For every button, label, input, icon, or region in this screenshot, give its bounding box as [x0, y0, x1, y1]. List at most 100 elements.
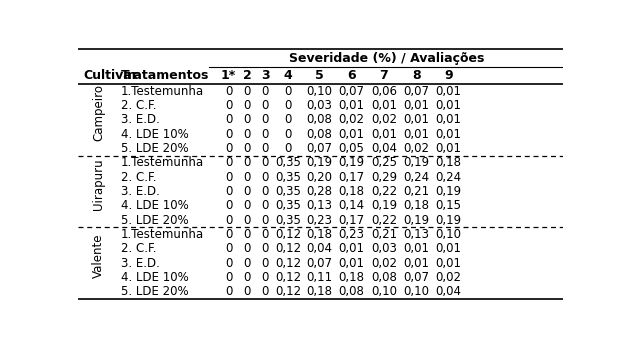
Text: 0,10: 0,10: [371, 285, 397, 298]
Text: 0,13: 0,13: [306, 199, 332, 212]
Text: 0: 0: [225, 142, 232, 155]
Text: 2. C.F.: 2. C.F.: [121, 243, 156, 255]
Text: 0,01: 0,01: [403, 257, 429, 270]
Text: 1.Testemunha: 1.Testemunha: [121, 156, 204, 169]
Text: 0: 0: [225, 271, 232, 284]
Text: 0: 0: [225, 199, 232, 212]
Text: 0,35: 0,35: [275, 171, 300, 184]
Text: 9: 9: [444, 69, 453, 82]
Text: 0: 0: [225, 113, 232, 126]
Text: 7: 7: [379, 69, 388, 82]
Text: 0,01: 0,01: [436, 257, 461, 270]
Text: 2. C.F.: 2. C.F.: [121, 99, 156, 112]
Text: 0: 0: [284, 128, 292, 141]
Text: 5. LDE 20%: 5. LDE 20%: [121, 285, 188, 298]
Text: Valente: Valente: [92, 234, 105, 278]
Text: 3. E.D.: 3. E.D.: [121, 257, 160, 270]
Text: 0,29: 0,29: [371, 171, 397, 184]
Text: 0: 0: [225, 185, 232, 198]
Text: 0: 0: [284, 85, 292, 98]
Text: 3. E.D.: 3. E.D.: [121, 113, 160, 126]
Text: 0,01: 0,01: [339, 257, 364, 270]
Text: 0,14: 0,14: [338, 199, 364, 212]
Text: 5: 5: [315, 69, 324, 82]
Text: 0: 0: [261, 128, 269, 141]
Text: 0,28: 0,28: [306, 185, 332, 198]
Text: 0,18: 0,18: [436, 156, 461, 169]
Text: 0,18: 0,18: [306, 228, 332, 241]
Text: 0,07: 0,07: [403, 85, 429, 98]
Text: 0,19: 0,19: [338, 156, 364, 169]
Text: 8: 8: [412, 69, 421, 82]
Text: 0,18: 0,18: [306, 285, 332, 298]
Text: 0: 0: [225, 285, 232, 298]
Text: 0: 0: [244, 285, 251, 298]
Text: 0,01: 0,01: [371, 128, 397, 141]
Text: 0,01: 0,01: [339, 243, 364, 255]
Text: 0,01: 0,01: [403, 128, 429, 141]
Text: 0: 0: [244, 185, 251, 198]
Text: 0: 0: [244, 271, 251, 284]
Text: 0,07: 0,07: [306, 142, 332, 155]
Text: 0,19: 0,19: [403, 214, 429, 227]
Text: 0,08: 0,08: [371, 271, 397, 284]
Text: 0,19: 0,19: [435, 214, 461, 227]
Text: 0: 0: [225, 228, 232, 241]
Text: 0: 0: [225, 171, 232, 184]
Text: Tratamentos: Tratamentos: [121, 69, 209, 82]
Text: 0,01: 0,01: [436, 142, 461, 155]
Text: 0,13: 0,13: [403, 228, 429, 241]
Text: 0: 0: [244, 214, 251, 227]
Text: 0: 0: [225, 243, 232, 255]
Text: 0,01: 0,01: [436, 85, 461, 98]
Text: Cultivar: Cultivar: [83, 69, 138, 82]
Text: 0,01: 0,01: [436, 113, 461, 126]
Text: 5. LDE 20%: 5. LDE 20%: [121, 214, 188, 227]
Text: 0: 0: [244, 228, 251, 241]
Text: 0,01: 0,01: [436, 99, 461, 112]
Text: 0,18: 0,18: [403, 199, 429, 212]
Text: 0: 0: [261, 199, 269, 212]
Text: 0,01: 0,01: [436, 243, 461, 255]
Text: 1.Testemunha: 1.Testemunha: [121, 85, 204, 98]
Text: 0: 0: [244, 156, 251, 169]
Text: 0,03: 0,03: [307, 99, 332, 112]
Text: 0,02: 0,02: [436, 271, 461, 284]
Text: 1.Testemunha: 1.Testemunha: [121, 228, 204, 241]
Text: 0,07: 0,07: [339, 85, 364, 98]
Text: 0: 0: [261, 285, 269, 298]
Text: 4. LDE 10%: 4. LDE 10%: [121, 128, 188, 141]
Text: 0: 0: [244, 99, 251, 112]
Text: 0: 0: [244, 128, 251, 141]
Text: 0: 0: [261, 185, 269, 198]
Text: 0,02: 0,02: [403, 142, 429, 155]
Text: 0: 0: [225, 156, 232, 169]
Text: 0,24: 0,24: [403, 171, 429, 184]
Text: 0,07: 0,07: [403, 271, 429, 284]
Text: 0,06: 0,06: [371, 85, 397, 98]
Text: 0: 0: [284, 142, 292, 155]
Text: Uirapuru: Uirapuru: [92, 158, 105, 210]
Text: 0,22: 0,22: [371, 185, 397, 198]
Text: 0,01: 0,01: [403, 113, 429, 126]
Text: 0: 0: [261, 99, 269, 112]
Text: 0,02: 0,02: [371, 113, 397, 126]
Text: 0: 0: [261, 257, 269, 270]
Text: 0,08: 0,08: [307, 128, 332, 141]
Text: 0,23: 0,23: [306, 214, 332, 227]
Text: 0,22: 0,22: [371, 214, 397, 227]
Text: 0,18: 0,18: [339, 271, 364, 284]
Text: 0: 0: [244, 113, 251, 126]
Text: 0,04: 0,04: [306, 243, 332, 255]
Text: 0: 0: [261, 156, 269, 169]
Text: 0: 0: [244, 142, 251, 155]
Text: 0,10: 0,10: [403, 285, 429, 298]
Text: 0: 0: [284, 113, 292, 126]
Text: 0,12: 0,12: [275, 257, 301, 270]
Text: 0,19: 0,19: [403, 156, 429, 169]
Text: 0,02: 0,02: [339, 113, 364, 126]
Text: 0: 0: [225, 85, 232, 98]
Text: 0,12: 0,12: [275, 243, 301, 255]
Text: 0,35: 0,35: [275, 199, 300, 212]
Text: 0,02: 0,02: [371, 257, 397, 270]
